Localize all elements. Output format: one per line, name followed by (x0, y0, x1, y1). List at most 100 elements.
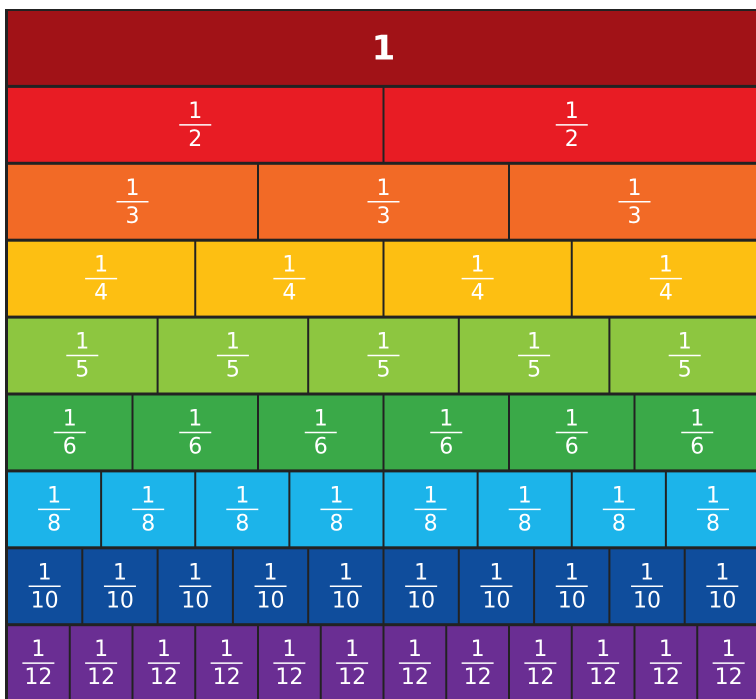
numerator: 1 (408, 637, 422, 662)
denominator: 8 (235, 511, 249, 536)
numerator: 1 (235, 483, 249, 508)
denominator: 12 (87, 665, 115, 690)
denominator: 10 (633, 588, 661, 613)
numerator: 1 (518, 483, 532, 508)
numerator: 1 (377, 330, 391, 355)
numerator: 1 (282, 253, 296, 278)
whole-label: 1 (372, 28, 396, 68)
denominator: 12 (150, 665, 178, 690)
numerator: 1 (659, 253, 673, 278)
denominator: 2 (188, 127, 202, 152)
denominator: 5 (75, 358, 89, 383)
numerator: 1 (439, 406, 453, 431)
denominator: 8 (612, 511, 626, 536)
denominator: 4 (282, 281, 296, 306)
numerator: 1 (596, 637, 610, 662)
numerator: 1 (188, 406, 202, 431)
denominator: 10 (181, 588, 209, 613)
numerator: 1 (565, 99, 579, 124)
numerator: 1 (141, 483, 155, 508)
denominator: 12 (338, 665, 366, 690)
denominator: 6 (188, 434, 202, 459)
denominator: 8 (518, 511, 532, 536)
numerator: 1 (339, 560, 353, 585)
numerator: 1 (345, 637, 359, 662)
numerator: 1 (424, 483, 438, 508)
denominator: 8 (141, 511, 155, 536)
denominator: 12 (464, 665, 492, 690)
numerator: 1 (188, 99, 202, 124)
numerator: 1 (706, 483, 720, 508)
denominator: 12 (401, 665, 429, 690)
denominator: 10 (31, 588, 59, 613)
numerator: 1 (715, 560, 729, 585)
numerator: 1 (226, 330, 240, 355)
denominator: 10 (708, 588, 736, 613)
denominator: 12 (652, 665, 680, 690)
numerator: 1 (31, 637, 45, 662)
denominator: 3 (628, 204, 642, 229)
numerator: 1 (471, 637, 485, 662)
numerator: 1 (282, 637, 296, 662)
denominator: 5 (678, 358, 692, 383)
denominator: 8 (706, 511, 720, 536)
numerator: 1 (377, 176, 391, 201)
numerator: 1 (113, 560, 127, 585)
denominator: 8 (424, 511, 438, 536)
denominator: 4 (659, 281, 673, 306)
numerator: 1 (157, 637, 171, 662)
denominator: 8 (47, 511, 61, 536)
denominator: 12 (526, 665, 554, 690)
numerator: 1 (188, 560, 202, 585)
numerator: 1 (94, 637, 108, 662)
numerator: 1 (489, 560, 503, 585)
fraction-cell (8, 11, 756, 85)
denominator: 12 (275, 665, 303, 690)
numerator: 1 (690, 406, 704, 431)
denominator: 6 (314, 434, 328, 459)
denominator: 5 (226, 358, 240, 383)
denominator: 12 (213, 665, 241, 690)
denominator: 10 (106, 588, 134, 613)
denominator: 6 (63, 434, 77, 459)
denominator: 12 (589, 665, 617, 690)
denominator: 6 (690, 434, 704, 459)
denominator: 8 (329, 511, 343, 536)
numerator: 1 (220, 637, 234, 662)
numerator: 1 (329, 483, 343, 508)
numerator: 1 (75, 330, 89, 355)
numerator: 1 (414, 560, 428, 585)
numerator: 1 (527, 330, 541, 355)
numerator: 1 (565, 560, 579, 585)
denominator: 12 (715, 665, 743, 690)
numerator: 1 (533, 637, 547, 662)
denominator: 12 (24, 665, 52, 690)
numerator: 1 (612, 483, 626, 508)
denominator: 3 (126, 204, 140, 229)
denominator: 4 (471, 281, 485, 306)
numerator: 1 (628, 176, 642, 201)
numerator: 1 (471, 253, 485, 278)
denominator: 3 (377, 204, 391, 229)
numerator: 1 (63, 406, 77, 431)
denominator: 10 (332, 588, 360, 613)
numerator: 1 (47, 483, 61, 508)
denominator: 4 (94, 281, 108, 306)
denominator: 10 (482, 588, 510, 613)
denominator: 10 (558, 588, 586, 613)
numerator: 1 (565, 406, 579, 431)
numerator: 1 (722, 637, 736, 662)
denominator: 2 (565, 127, 579, 152)
numerator: 1 (38, 560, 52, 585)
denominator: 10 (407, 588, 435, 613)
denominator: 5 (527, 358, 541, 383)
denominator: 6 (565, 434, 579, 459)
denominator: 5 (377, 358, 391, 383)
numerator: 1 (678, 330, 692, 355)
numerator: 1 (640, 560, 654, 585)
denominator: 10 (257, 588, 285, 613)
numerator: 1 (126, 176, 140, 201)
denominator: 6 (439, 434, 453, 459)
numerator: 1 (659, 637, 673, 662)
